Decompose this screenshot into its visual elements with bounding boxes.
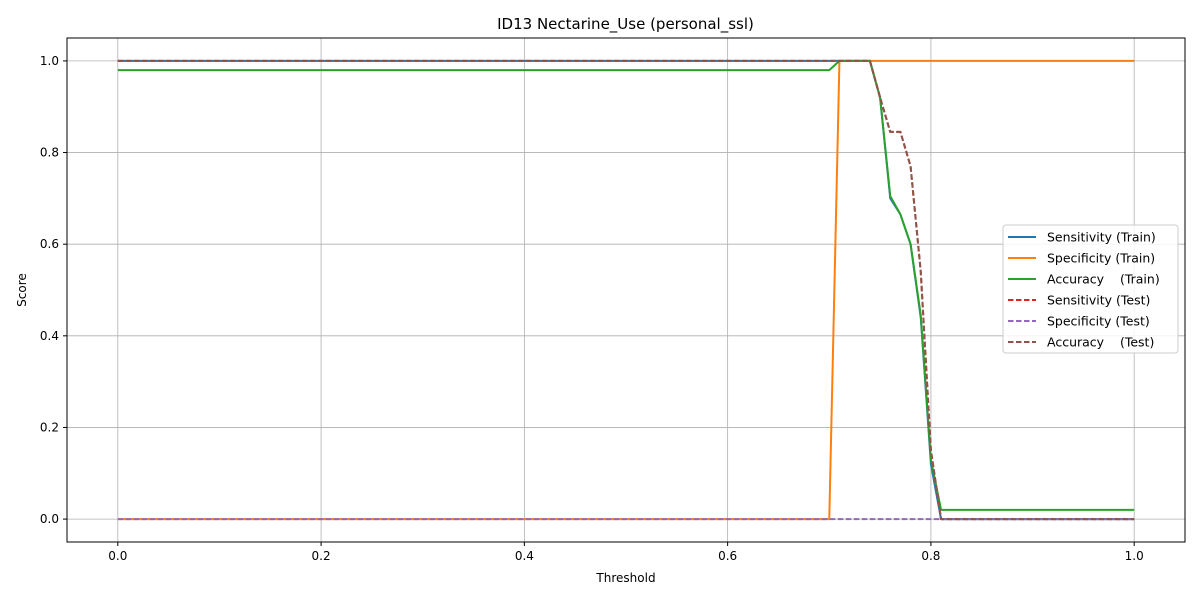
- y-tick-label: 1.0: [40, 54, 59, 68]
- x-tick-label: 0.6: [718, 549, 737, 563]
- x-tick-label: 0.2: [312, 549, 331, 563]
- y-tick-label: 0.0: [40, 512, 59, 526]
- legend-box: [1002, 224, 1179, 354]
- axis-ticks: 0.0 0.2 0.4 0.6 0.8 1.0 0.0 0.2 0.4 0.6 0.8 1.0: [40, 54, 1144, 563]
- x-tick-label: 0.8: [921, 549, 940, 563]
- plot-area-frame: [66, 37, 1186, 543]
- legend-label-0: Sensitivity (Train): [1047, 230, 1156, 245]
- series-group: [117, 59, 1135, 521]
- legend: Sensitivity (Train) Specificity (Train) Ac…: [1002, 224, 1179, 354]
- x-tick-label: 0.4: [515, 549, 534, 563]
- x-tick-label: 1.0: [1125, 549, 1144, 563]
- y-axis-label: Score: [15, 273, 29, 307]
- series-line-5: [117, 59, 1135, 521]
- legend-label-2: Accuracy (Train): [1047, 272, 1160, 287]
- legend-label-1: Specificity (Train): [1047, 251, 1155, 266]
- y-tick-label: 0.6: [40, 237, 59, 251]
- y-tick-label: 0.8: [40, 146, 59, 160]
- chart-title: ID13 Nectarine_Use (personal_ssl): [497, 15, 754, 34]
- legend-label-5: Accuracy (Test): [1047, 335, 1154, 350]
- legend-label-4: Specificity (Test): [1047, 314, 1150, 329]
- series-line-2: [117, 59, 1135, 511]
- x-tick-label: 0.0: [108, 549, 127, 563]
- y-tick-label: 0.2: [40, 420, 59, 434]
- y-tick-label: 0.4: [40, 329, 59, 343]
- legend-label-3: Sensitivity (Test): [1047, 293, 1150, 308]
- x-axis-label: Threshold: [595, 571, 655, 585]
